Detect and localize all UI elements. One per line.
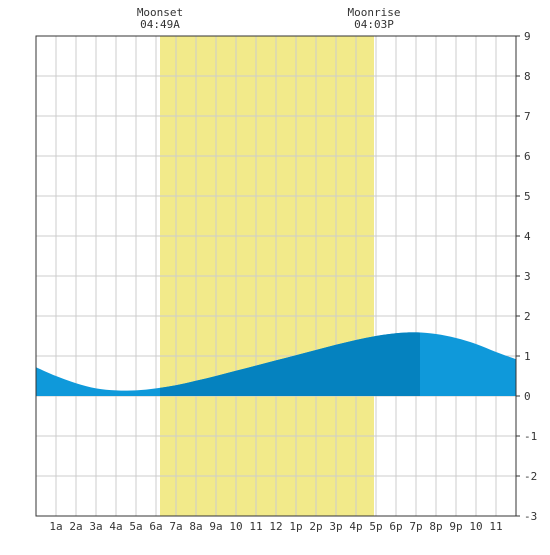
x-tick-label: 1a: [49, 520, 62, 533]
y-tick-label: 6: [524, 150, 531, 163]
x-tick-label: 5a: [129, 520, 142, 533]
x-tick-label: 7a: [169, 520, 182, 533]
moon-event-time: 04:03P: [354, 18, 394, 31]
x-tick-label: 10: [229, 520, 242, 533]
y-tick-label: -3: [524, 510, 537, 523]
x-tick-label: 11: [249, 520, 262, 533]
x-tick-label: 7p: [409, 520, 422, 533]
y-tick-label: -1: [524, 430, 537, 443]
y-tick-label: 2: [524, 310, 531, 323]
tide-area-dark: [160, 332, 420, 396]
x-tick-label: 2p: [309, 520, 322, 533]
x-tick-label: 9a: [209, 520, 222, 533]
x-tick-label: 2a: [69, 520, 82, 533]
moon-event-label: Moonrise: [348, 6, 401, 19]
y-tick-label: 7: [524, 110, 531, 123]
y-tick-label: 8: [524, 70, 531, 83]
x-tick-label: 11: [489, 520, 502, 533]
moon-event-label: Moonset: [137, 6, 183, 19]
y-tick-label: -2: [524, 470, 537, 483]
x-tick-label: 6a: [149, 520, 162, 533]
x-tick-label: 12: [269, 520, 282, 533]
x-tick-label: 3a: [89, 520, 102, 533]
y-tick-label: 4: [524, 230, 531, 243]
x-tick-label: 8p: [429, 520, 442, 533]
y-tick-label: 0: [524, 390, 531, 403]
x-tick-label: 8a: [189, 520, 202, 533]
x-tick-label: 4p: [349, 520, 362, 533]
y-tick-label: 3: [524, 270, 531, 283]
x-tick-label: 6p: [389, 520, 402, 533]
x-tick-label: 1p: [289, 520, 302, 533]
moon-event-time: 04:49A: [140, 18, 180, 31]
x-tick-label: 5p: [369, 520, 382, 533]
y-tick-label: 9: [524, 30, 531, 43]
x-tick-label: 3p: [329, 520, 342, 533]
y-tick-label: 5: [524, 190, 531, 203]
x-tick-label: 10: [469, 520, 482, 533]
x-tick-label: 9p: [449, 520, 462, 533]
y-tick-label: 1: [524, 350, 531, 363]
x-tick-label: 4a: [109, 520, 122, 533]
